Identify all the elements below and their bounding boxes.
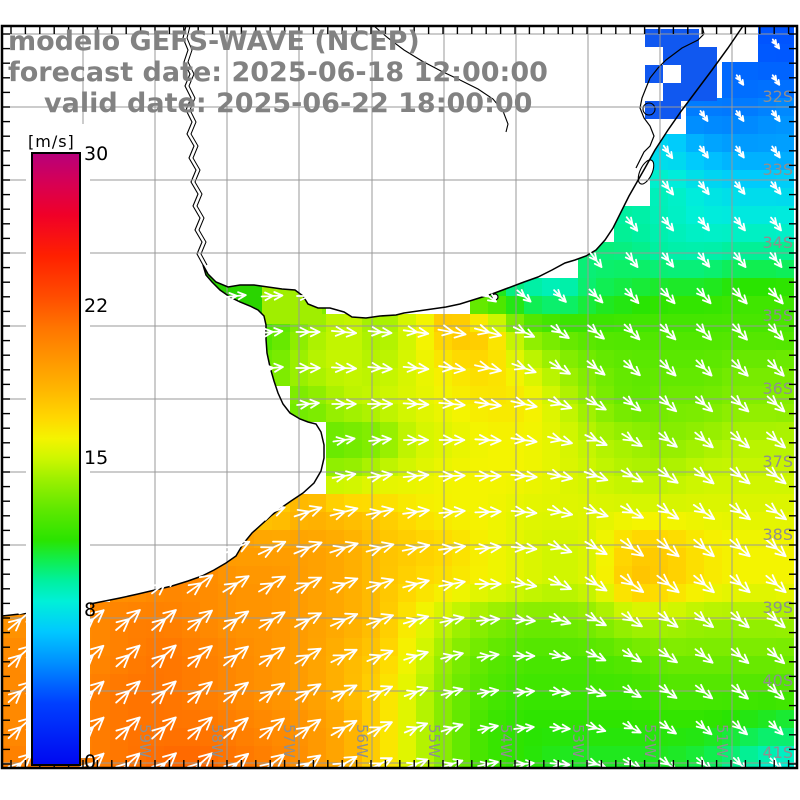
lat-label: 38S [762, 525, 793, 544]
uruguay-river-bank [186, 26, 208, 266]
lon-label: 57W [280, 724, 298, 758]
lat-label: 39S [762, 598, 793, 617]
lagoon-shoreline [635, 26, 705, 169]
lat-label: 37S [762, 452, 793, 471]
lat-label: 36S [762, 379, 793, 398]
map-frame [0, 24, 799, 770]
lat-label: 41S [762, 743, 793, 762]
lon-label: 54W [497, 724, 515, 758]
colorbar-tick-label: 22 [84, 295, 109, 317]
colorbar-gradient [31, 152, 81, 766]
rivers-layer [182, 26, 509, 266]
lat-label: 33S [762, 160, 793, 179]
lon-label: 55W [425, 724, 443, 758]
lon-label: 56W [353, 724, 371, 758]
lon-label: 59W [136, 724, 154, 758]
rio-negro-river [373, 26, 509, 133]
colorbar-tick-label: 30 [84, 143, 109, 165]
colorbar-tick-label: 0 [84, 751, 97, 773]
uruguay-river [182, 26, 204, 266]
lat-label: 40S [762, 671, 793, 690]
colorbar-tick-label: 8 [84, 599, 97, 621]
lagoon-layer [635, 26, 717, 185]
lon-label: 52W [641, 724, 659, 758]
lagoon-inlet [642, 102, 656, 116]
lon-label: 53W [569, 724, 587, 758]
colorbar-tick-label: 15 [84, 447, 109, 469]
lon-label: 51W [713, 724, 731, 758]
land-mask [2, 26, 743, 616]
lon-label: 58W [208, 724, 226, 758]
model-title: modelo GEFS-WAVE (NCEP) [8, 26, 420, 57]
lat-label: 32S [762, 87, 793, 106]
colorbar-unit-label: [m/s] [28, 132, 75, 151]
lat-label: 35S [762, 306, 793, 325]
lat-label: 34S [762, 233, 793, 252]
forecast-date: forecast date: 2025-06-18 12:00:00 [8, 57, 548, 88]
wind-direction-arrows-layer [7, 38, 787, 768]
mirim-lagoon [637, 159, 655, 185]
valid-date: valid date: 2025-06-22 18:00:00 [44, 88, 533, 119]
map-content: 32S33S34S35S36S37S38S39S40S41S60W59W58W5… [2, 26, 797, 768]
axis-ticks-layer [3, 27, 796, 767]
